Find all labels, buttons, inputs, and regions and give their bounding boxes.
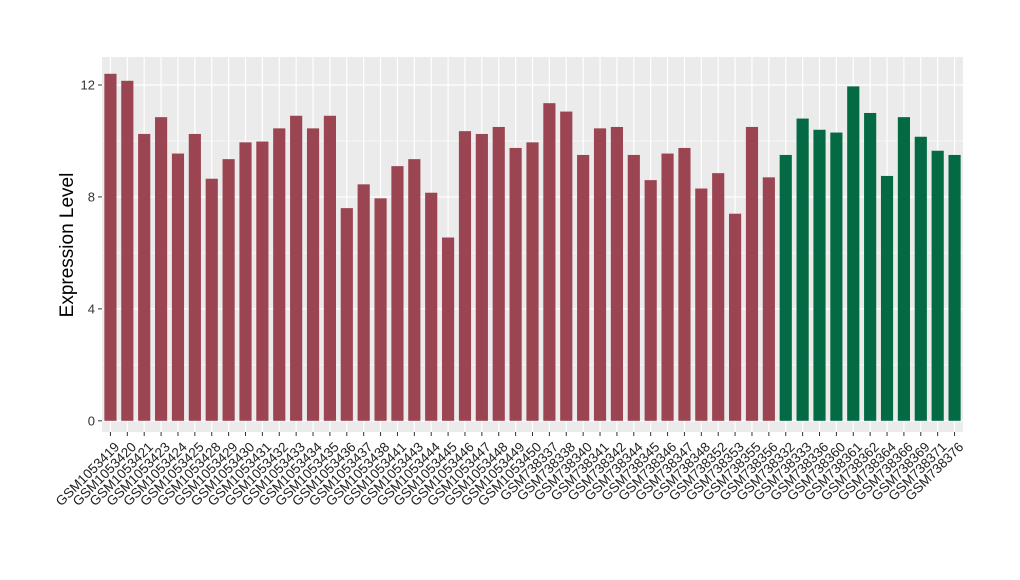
bar [205, 178, 218, 421]
y-tick-label: 8 [88, 189, 95, 204]
bar [290, 115, 303, 421]
bar [830, 132, 843, 421]
bar [745, 126, 759, 421]
bar [880, 175, 894, 421]
bar [442, 237, 455, 421]
bar [121, 80, 134, 421]
bar [678, 147, 691, 421]
bar [729, 213, 742, 421]
bar [391, 166, 404, 421]
bar [610, 126, 623, 421]
bar [340, 208, 353, 421]
bar [593, 128, 607, 421]
bar [222, 159, 235, 421]
bar [104, 73, 117, 421]
bar [543, 103, 556, 421]
bar [948, 154, 961, 421]
bar [695, 188, 708, 421]
bar [357, 184, 370, 421]
bar [425, 192, 438, 421]
bar [256, 141, 269, 421]
bar [712, 173, 725, 421]
bar [661, 153, 674, 421]
y-axis-title: Expression Level [57, 173, 78, 318]
bar [492, 126, 505, 421]
bar [155, 117, 168, 421]
bar [762, 177, 775, 421]
bar [897, 117, 910, 421]
bar [475, 133, 488, 421]
bar [931, 150, 944, 421]
bar [273, 128, 286, 421]
bar [847, 86, 860, 421]
bar [138, 133, 151, 421]
bar [323, 115, 336, 421]
y-tick-label: 12 [81, 77, 95, 92]
bar [408, 159, 421, 421]
y-tick-label: 0 [88, 413, 95, 428]
bar [171, 153, 185, 421]
bars [104, 73, 961, 421]
bar [813, 129, 826, 421]
bar [577, 154, 590, 421]
bar [374, 198, 387, 421]
bar [914, 136, 927, 421]
bar [458, 131, 472, 421]
y-axis: 0 4 8 12 [81, 77, 102, 428]
x-axis: GSM1053419GSM1053420GSM1053421GSM1053423… [53, 432, 966, 509]
bar [779, 154, 792, 421]
bar [644, 180, 657, 421]
bar [796, 118, 809, 421]
bar [627, 154, 640, 421]
bar [509, 147, 522, 421]
bar [188, 133, 201, 421]
bar [239, 142, 252, 421]
bar [864, 112, 877, 421]
bar [526, 142, 539, 421]
bar [306, 128, 320, 421]
bar [560, 111, 573, 421]
y-tick-label: 4 [88, 301, 95, 316]
